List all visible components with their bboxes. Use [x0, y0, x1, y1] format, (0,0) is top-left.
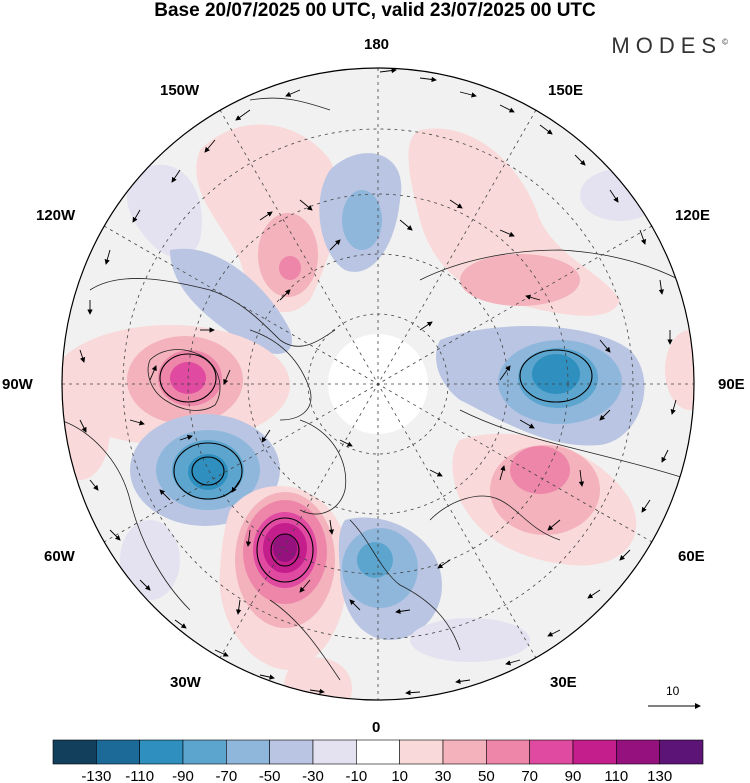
anomaly-neg-west	[170, 248, 292, 354]
colorbar-swatch	[399, 739, 444, 765]
colorbar-tick-label: 130	[647, 768, 672, 783]
anomaly-neg-europe-core	[357, 542, 393, 578]
anomaly-neg-ne-edge	[580, 169, 660, 221]
lon-label-60w: 60W	[44, 548, 75, 565]
brand-logo: MODES©	[611, 33, 728, 59]
anomaly-pos-atlantic-peak	[273, 534, 297, 562]
colorbar-tick-label: 90	[565, 768, 582, 783]
lon-label-30e: 30E	[550, 674, 577, 691]
colorbar-tick-label: 50	[478, 768, 495, 783]
lon-label-0: 0	[372, 719, 381, 736]
colorbar-swatch	[529, 739, 574, 765]
lon-label-90e: 90E	[718, 376, 745, 393]
anomaly-pos-upper-peak	[279, 256, 301, 280]
colorbar-swatch	[486, 739, 530, 765]
anomaly-neg-nw	[126, 164, 202, 259]
colorbar-tick-label: -110	[125, 768, 154, 783]
coast-baffin	[249, 329, 312, 421]
contour-labrador-1	[173, 442, 243, 500]
colorbar-swatch	[616, 739, 660, 765]
colorbar-swatch	[572, 739, 617, 765]
map-disk	[62, 68, 694, 700]
anomaly-pos-wsib-core	[510, 446, 570, 494]
colorbar-swatch	[226, 739, 270, 765]
contour-atlantic-1	[256, 517, 314, 583]
coast-hudson-bay	[147, 349, 221, 411]
coast-scandinavia	[429, 495, 561, 541]
lon-label-120w: 120W	[36, 207, 76, 224]
contours	[159, 349, 593, 583]
anomaly-neg-labrador-peak	[188, 454, 228, 490]
colorbar-swatch	[269, 739, 314, 765]
colorbar: -130 -110 -90 -70 -50 -30 -10 10 30 50 70 90 110 130	[52, 739, 704, 783]
contour-atlantic-2	[270, 533, 300, 567]
graticule	[62, 68, 694, 700]
coast-east-siberia	[419, 249, 681, 281]
colorbar-tick-label: 10	[391, 768, 408, 783]
contour-siberia	[519, 349, 593, 403]
wind-vectors	[79, 68, 677, 696]
latitude-circle-70	[247, 253, 509, 515]
coast-greenland	[299, 419, 347, 515]
colorbar-tick-label: -10	[345, 768, 367, 783]
map-title: Base 20/07/2025 00 UTC, valid 23/07/2025…	[154, 0, 596, 21]
reference-vector-label: 10	[666, 684, 680, 698]
colorbar-tick-label: 70	[521, 768, 538, 783]
colorbar-swatch	[96, 739, 140, 765]
anomaly-neg-south-east	[410, 618, 530, 662]
lon-label-180: 180	[364, 36, 390, 53]
lon-label-30w: 30W	[170, 674, 201, 691]
meridian-120e-60w	[103, 225, 653, 543]
colorbar-swatch	[312, 739, 357, 765]
lon-label-150w: 150W	[160, 82, 200, 99]
coast-east-america	[62, 419, 191, 611]
lon-label-60e: 60E	[678, 548, 705, 565]
coast-iberia	[269, 599, 341, 681]
coast-alaska	[249, 97, 331, 111]
colorbar-tick-label: -50	[259, 768, 281, 783]
colorbar-swatch	[356, 739, 400, 765]
map-border	[61, 67, 695, 701]
contour-labrador-2	[191, 456, 225, 486]
colorbar-tick-label: -30	[302, 768, 324, 783]
coast-europe	[349, 519, 461, 651]
colorbar-tick-label: 110	[604, 768, 628, 783]
contour-hudson	[159, 353, 217, 403]
anomaly-pos-ne-core	[460, 254, 580, 306]
colorbar-swatch	[442, 739, 487, 765]
anomaly-shading	[62, 124, 694, 700]
colorbar-tick-label: -130	[81, 768, 111, 783]
colorbar-swatch	[182, 739, 227, 765]
lon-label-120e: 120E	[675, 207, 711, 224]
colorbar-tick-label: 30	[435, 768, 452, 783]
brand-name: MODES	[611, 33, 723, 58]
colorbar-tick-label: -90	[172, 768, 194, 783]
coast-siberia-north	[459, 409, 691, 481]
anomaly-neg-siberia-peak	[532, 354, 580, 394]
lon-label-150e: 150E	[548, 82, 584, 99]
colorbar-swatch	[659, 739, 704, 765]
colorbar-swatch	[52, 739, 97, 765]
colorbar-swatch	[139, 739, 184, 765]
anomaly-pos-east-edge	[665, 330, 694, 410]
anomaly-pos-upper-core	[258, 213, 318, 297]
colorbar-tick-label: -70	[215, 768, 237, 783]
latitude-circle-50	[122, 128, 634, 640]
brand-mark: ©	[722, 37, 728, 47]
lon-label-90w: 90W	[2, 376, 33, 393]
anomaly-neg-north-core	[342, 190, 382, 250]
